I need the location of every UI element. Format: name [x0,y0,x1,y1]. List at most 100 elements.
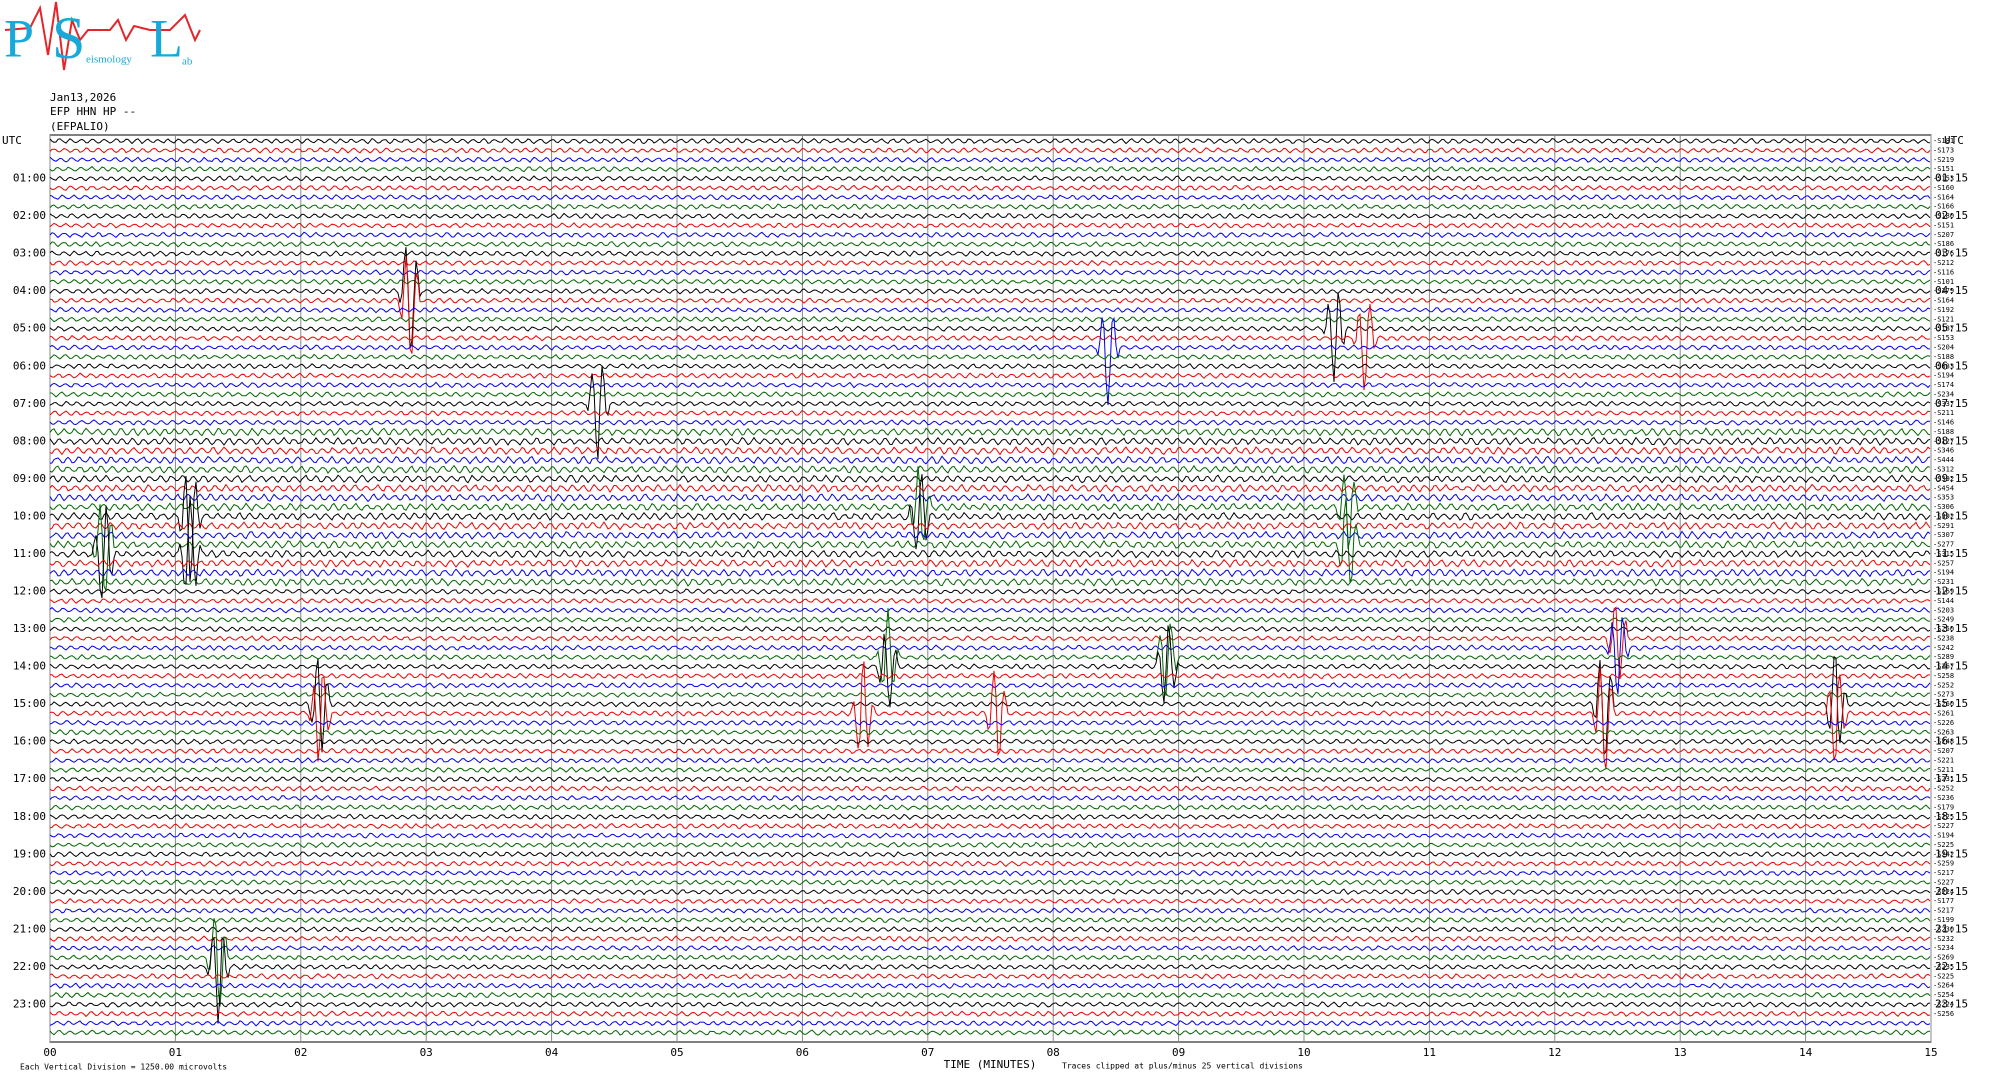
trace [49,1019,1931,1027]
hour-label: 14:15 [1935,660,1968,673]
trace [49,661,1931,770]
trace [49,738,1931,745]
trace-label: -S176 [1933,250,1954,258]
trace [49,757,1931,764]
trace [49,156,1931,164]
left-axis-title: UTC [2,134,22,147]
trace-label: -S219 [1933,156,1954,164]
trace-label: -S256 [1933,1010,1954,1018]
trace [49,184,1931,192]
trace [49,175,1931,182]
trace [49,972,1931,980]
trace-label: -S263 [1933,728,1954,736]
trace [49,813,1931,821]
trace [49,794,1931,802]
hour-label: 13:15 [1935,622,1968,635]
trace [49,362,1931,370]
trace-label: -S277 [1933,541,1954,549]
trace [49,496,1931,599]
trace [49,616,1931,624]
trace-label: -S217 [1933,907,1954,915]
trace [49,608,1931,696]
trace [49,409,1931,417]
hour-label: 18:15 [1935,810,1968,823]
hour-label: 04:00 [13,284,46,297]
trace-label: -S121 [1933,315,1954,323]
scale-note: Each Vertical Division = 1250.00 microvo… [20,1063,227,1072]
trace [49,419,1931,426]
trace-label: -S273 [1933,691,1954,699]
hour-label: 06:00 [13,359,46,372]
trace [49,304,1931,391]
trace [49,916,1931,924]
hour-label: 22:00 [13,960,46,973]
trace-label: -S224 [1933,1000,1954,1008]
trace-label: -S164 [1933,193,1954,201]
hour-label: 20:00 [13,885,46,898]
trace-label: -S315 [1933,550,1954,558]
trace [49,655,1931,756]
x-tick-label: 01 [169,1046,182,1059]
trace-label: -S153 [1933,334,1954,342]
trace [49,822,1931,830]
trace [49,606,1931,614]
trace [49,991,1931,999]
trace-label: -S252 [1933,785,1954,793]
trace [49,256,1931,354]
trace-label: -S164 [1933,297,1954,305]
trace-label: -S234 [1933,390,1954,398]
trace-label: -S194 [1933,372,1954,380]
trace [49,869,1931,877]
trace-label: -S177 [1933,897,1954,905]
trace [49,372,1931,380]
hour-label: 10:00 [13,509,46,522]
trace [49,436,1931,446]
trace-label: -S207 [1933,231,1954,239]
trace-label: -S192 [1933,306,1954,314]
trace [49,982,1931,990]
hour-label: 19:00 [13,847,46,860]
trace [49,203,1931,211]
trace-label: -S267 [1933,663,1954,671]
trace [49,832,1931,839]
x-tick-label: 14 [1799,1046,1813,1059]
trace [49,366,1931,460]
hour-label: 07:15 [1935,397,1968,410]
hour-label: 06:15 [1935,359,1968,372]
trace [49,935,1931,943]
hour-label: 13:00 [13,622,46,635]
trace-label: -S153 [1933,175,1954,183]
hour-label: 03:15 [1935,247,1968,260]
trace-label: -S232 [1933,935,1954,943]
channel: EFP HHN HP -- [50,105,136,118]
trace-label: -S211 [1933,766,1954,774]
trace [49,492,1931,503]
trace-label: -S101 [1933,278,1954,286]
hour-label: 21:00 [13,922,46,935]
trace-label: -S207 [1933,747,1954,755]
hour-label: 08:15 [1935,434,1968,447]
trace [49,250,1931,257]
hour-label: 05:00 [13,322,46,335]
trace-label: -S264 [1933,982,1954,990]
x-tick-label: 05 [670,1046,683,1059]
trace [49,247,1931,349]
trace [49,879,1931,886]
trace-label: -S221 [1933,756,1954,764]
trace [49,672,1931,680]
hour-label: 11:00 [13,547,46,560]
trace-label: -S199 [1933,916,1954,924]
trace-label: -S307 [1933,531,1954,539]
trace [49,445,1931,456]
x-tick-label: 11 [1423,1046,1436,1059]
trace [49,747,1931,755]
hour-label: 17:15 [1935,772,1968,785]
trace [49,316,1931,406]
trace-label: -S194 [1933,569,1954,577]
hour-label: 11:15 [1935,547,1968,560]
trace-label: -S259 [1933,860,1954,868]
trace [49,597,1931,605]
trace [49,625,1931,708]
trace [49,165,1931,173]
hour-label: 12:15 [1935,585,1968,598]
